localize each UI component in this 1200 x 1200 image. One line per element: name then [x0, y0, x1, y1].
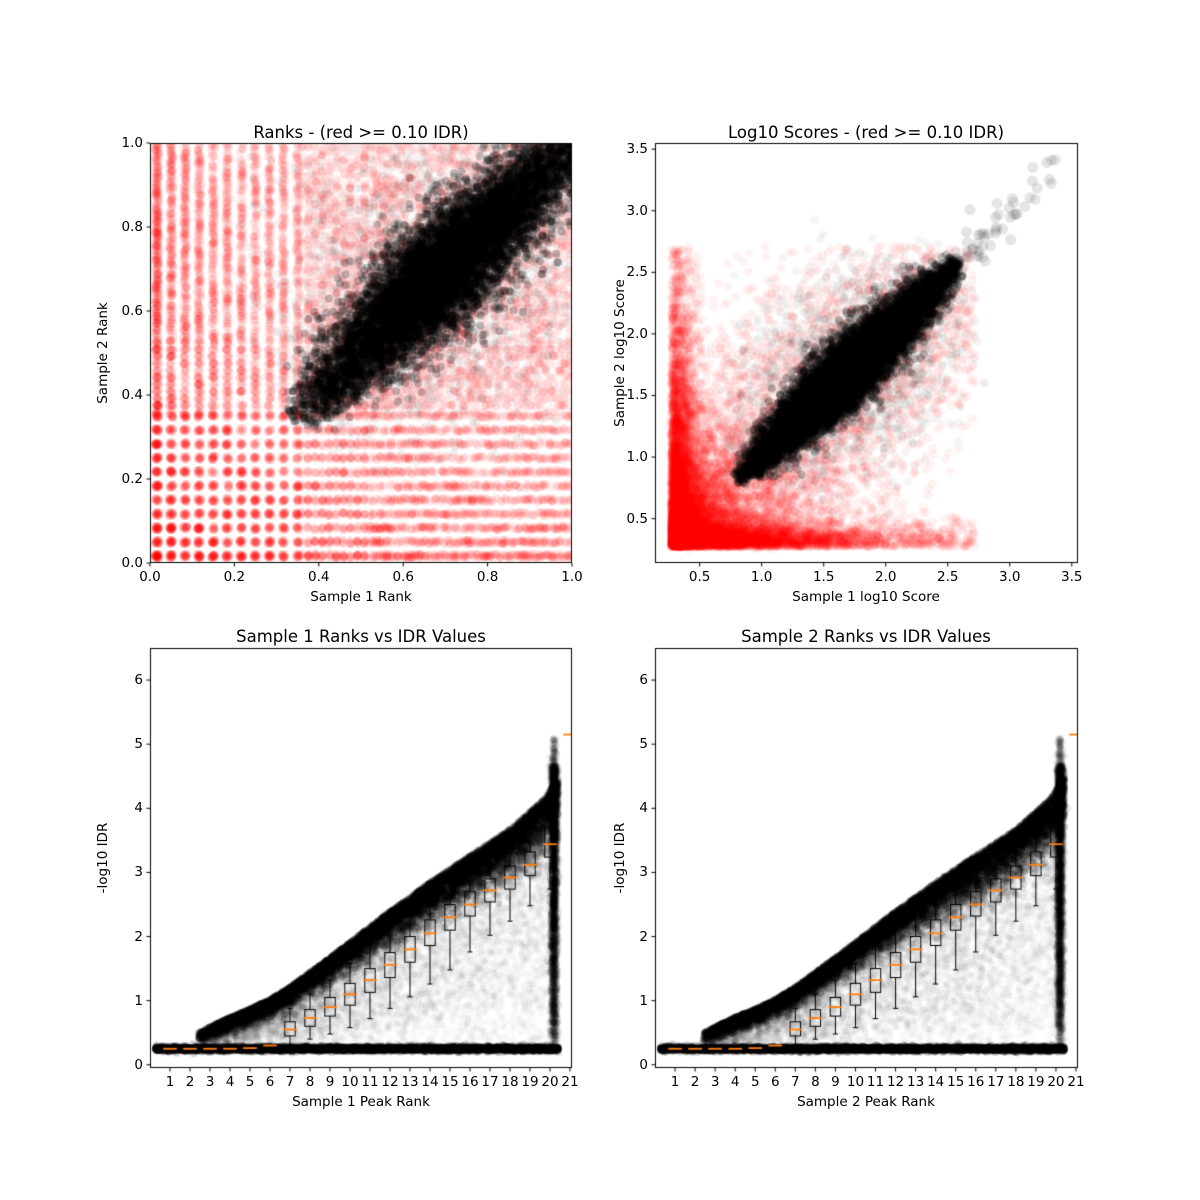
title-score-scatter: Log10 Scores - (red >= 0.10 IDR): [727, 123, 1005, 142]
x-tick-label-score-scatter: 1.0: [750, 569, 773, 585]
x-tick-label-sample1-rank-idr: 16: [461, 1074, 479, 1090]
x-tick-label-sample2-rank-idr: 12: [886, 1074, 905, 1090]
x-tick-label-sample1-rank-idr: 6: [265, 1074, 275, 1090]
x-tick-label-sample2-rank-idr: 15: [947, 1074, 965, 1090]
x-tick-label-sample1-rank-idr: 5: [245, 1074, 255, 1090]
y-tick-label-rank-scatter: 0.2: [121, 471, 143, 487]
x-tick-label-sample2-rank-idr: 11: [866, 1074, 885, 1090]
y-tick-label-sample1-rank-idr: 2: [134, 928, 143, 945]
y-tick-label-sample2-rank-idr: 4: [639, 800, 648, 817]
y-tick-label-score-scatter: 0.5: [626, 510, 648, 527]
ylabel-sample2-idr: -log10 IDR: [612, 822, 628, 894]
x-tick-label-sample2-rank-idr: 3: [710, 1074, 720, 1090]
y-tick-label-sample1-rank-idr: 0: [134, 1056, 143, 1073]
x-tick-label-rank-scatter: 0.4: [308, 569, 330, 585]
xlabel-sample2-idr: Sample 2 Peak Rank: [797, 1094, 935, 1110]
ylabel-score-scatter: Sample 2 log10 Score: [612, 279, 628, 427]
y-tick-label-sample1-rank-idr: 4: [134, 800, 143, 817]
y-tick-label-score-scatter: 1.0: [626, 449, 648, 466]
x-tick-label-sample1-rank-idr: 10: [341, 1074, 359, 1090]
y-tick-label-rank-scatter: 1.0: [121, 135, 143, 151]
y-tick-label-sample1-rank-idr: 6: [134, 672, 143, 689]
x-tick-label-sample1-rank-idr: 11: [361, 1074, 379, 1090]
x-tick-label-score-scatter: 2.0: [874, 569, 897, 585]
x-tick-label-sample2-rank-idr: 4: [730, 1074, 740, 1090]
x-tick-label-sample2-rank-idr: 8: [811, 1074, 820, 1090]
x-tick-label-sample1-rank-idr: 1: [165, 1074, 175, 1090]
x-tick-label-sample2-rank-idr: 1: [670, 1074, 680, 1090]
x-tick-label-sample1-rank-idr: 14: [421, 1074, 439, 1090]
y-tick-label-rank-scatter: 0.4: [121, 387, 143, 403]
y-tick-label-sample1-rank-idr: 3: [134, 864, 143, 881]
y-tick-label-score-scatter: 3.5: [626, 141, 648, 158]
x-tick-label-sample2-rank-idr: 21: [1067, 1074, 1085, 1090]
x-tick-label-sample2-rank-idr: 16: [967, 1074, 985, 1090]
x-tick-label-sample1-rank-idr: 9: [325, 1074, 335, 1090]
y-tick-label-rank-scatter: 0.0: [121, 555, 143, 571]
xlabel-score-scatter: Sample 1 log10 Score: [792, 589, 940, 605]
ylabel-sample1-idr: -log10 IDR: [95, 822, 111, 894]
y-tick-label-rank-scatter: 0.6: [121, 303, 143, 319]
x-tick-label-score-scatter: 0.5: [688, 569, 711, 585]
x-tick-label-score-scatter: 1.5: [812, 569, 835, 585]
y-tick-label-sample1-rank-idr: 1: [134, 992, 143, 1009]
ylabel-rank-scatter: Sample 2 Rank: [95, 302, 111, 404]
x-tick-label-rank-scatter: 0.2: [223, 569, 246, 585]
x-tick-label-sample1-rank-idr: 20: [541, 1074, 559, 1090]
y-tick-label-sample2-rank-idr: 3: [639, 864, 648, 881]
y-tick-label-score-scatter: 2.5: [626, 264, 648, 281]
title-rank-scatter: Ranks - (red >= 0.10 IDR): [253, 123, 469, 142]
x-tick-label-sample1-rank-idr: 15: [441, 1074, 459, 1090]
y-tick-label-score-scatter: 1.5: [626, 387, 648, 404]
x-tick-label-sample1-rank-idr: 3: [205, 1074, 215, 1090]
xlabel-rank-scatter: Sample 1 Rank: [310, 589, 412, 605]
x-tick-label-score-scatter: 3.0: [999, 569, 1021, 585]
x-tick-label-score-scatter: 3.5: [1061, 569, 1083, 585]
y-tick-label-sample2-rank-idr: 1: [639, 992, 648, 1009]
x-tick-label-sample1-rank-idr: 4: [225, 1074, 235, 1090]
x-tick-label-rank-scatter: 0.0: [139, 569, 161, 585]
x-tick-label-sample1-rank-idr: 8: [305, 1074, 315, 1090]
x-tick-label-sample1-rank-idr: 7: [285, 1074, 295, 1090]
x-tick-label-sample2-rank-idr: 19: [1027, 1074, 1045, 1090]
title-sample2-idr: Sample 2 Ranks vs IDR Values: [741, 627, 991, 646]
x-tick-label-sample2-rank-idr: 7: [791, 1074, 800, 1090]
y-tick-label-score-scatter: 3.0: [626, 202, 648, 219]
y-tick-label-rank-scatter: 0.8: [121, 219, 143, 235]
x-tick-label-sample2-rank-idr: 5: [750, 1074, 760, 1090]
x-tick-label-sample1-rank-idr: 2: [185, 1074, 195, 1090]
x-tick-label-sample2-rank-idr: 14: [927, 1074, 945, 1090]
x-tick-label-sample2-rank-idr: 10: [846, 1074, 865, 1090]
y-tick-label-sample1-rank-idr: 5: [134, 736, 143, 753]
x-tick-label-sample2-rank-idr: 13: [907, 1074, 925, 1090]
x-tick-label-sample2-rank-idr: 18: [1007, 1074, 1025, 1090]
x-tick-label-rank-scatter: 1.0: [561, 569, 583, 585]
x-tick-label-sample2-rank-idr: 9: [831, 1074, 840, 1090]
x-tick-label-sample1-rank-idr: 17: [481, 1074, 499, 1090]
title-sample1-idr: Sample 1 Ranks vs IDR Values: [236, 627, 486, 646]
y-tick-label-sample2-rank-idr: 2: [639, 928, 648, 945]
x-tick-label-sample1-rank-idr: 19: [521, 1074, 539, 1090]
x-tick-label-sample2-rank-idr: 20: [1047, 1074, 1065, 1090]
x-tick-label-sample2-rank-idr: 2: [690, 1074, 700, 1090]
x-tick-label-sample2-rank-idr: 17: [987, 1074, 1005, 1090]
x-tick-label-sample1-rank-idr: 18: [501, 1074, 519, 1090]
x-tick-label-sample1-rank-idr: 21: [561, 1074, 579, 1090]
y-tick-label-score-scatter: 2.0: [626, 325, 648, 342]
x-tick-label-sample1-rank-idr: 12: [381, 1074, 399, 1090]
x-tick-label-score-scatter: 2.5: [937, 569, 959, 585]
y-tick-label-sample2-rank-idr: 0: [639, 1056, 648, 1073]
y-tick-label-sample2-rank-idr: 5: [639, 736, 648, 753]
xlabel-sample1-idr: Sample 1 Peak Rank: [292, 1094, 430, 1110]
y-tick-label-sample2-rank-idr: 6: [639, 672, 648, 689]
x-tick-label-sample2-rank-idr: 6: [770, 1074, 780, 1090]
x-tick-label-rank-scatter: 0.6: [392, 569, 414, 585]
x-tick-label-sample1-rank-idr: 13: [401, 1074, 419, 1090]
x-tick-label-rank-scatter: 0.8: [476, 569, 499, 585]
